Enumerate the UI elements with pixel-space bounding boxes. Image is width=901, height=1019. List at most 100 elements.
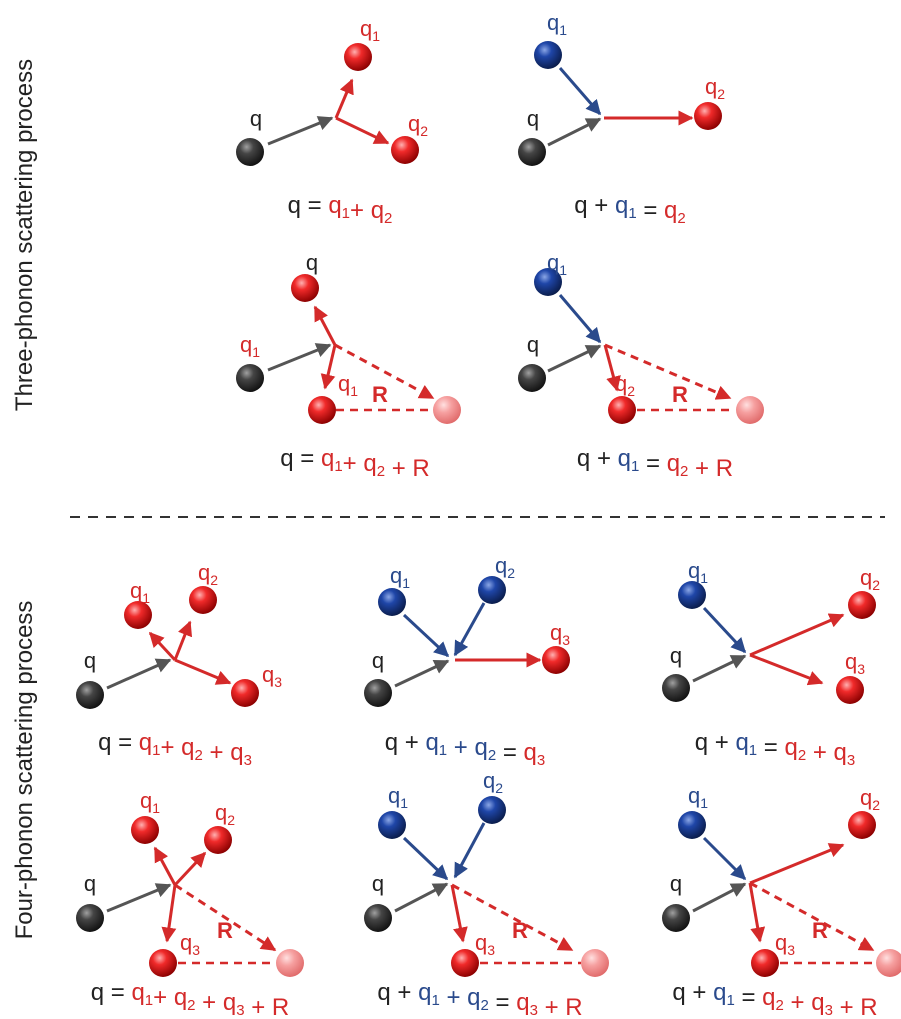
phonon bbox=[662, 904, 690, 932]
text-part: q bbox=[845, 649, 857, 674]
subscript: 2 bbox=[495, 780, 503, 796]
text-part: + q bbox=[350, 197, 384, 224]
subscript: 2 bbox=[680, 463, 688, 480]
phonon-label: q1 bbox=[547, 250, 567, 278]
text-part: q bbox=[547, 250, 559, 275]
equation: q + q1 = q2 + R bbox=[577, 445, 733, 482]
text-part: + q bbox=[343, 450, 377, 477]
phonon-label: R bbox=[672, 382, 688, 407]
subscript: 2 bbox=[776, 997, 784, 1014]
phonon-label: q1 bbox=[688, 558, 708, 586]
text-part: q bbox=[860, 565, 872, 590]
arrow bbox=[693, 656, 745, 681]
text-part: = bbox=[757, 734, 784, 761]
text-part: q bbox=[775, 930, 787, 955]
text-part: q + bbox=[574, 192, 615, 219]
phonon-label: q3 bbox=[845, 649, 865, 677]
phonon-label: q1 bbox=[130, 578, 150, 606]
subscript: 3 bbox=[562, 632, 570, 648]
arrow bbox=[750, 883, 760, 941]
text-part: q bbox=[372, 871, 384, 896]
phonon-label: q1 bbox=[140, 788, 160, 816]
phonon-label: q3 bbox=[775, 930, 795, 958]
phonon bbox=[236, 364, 264, 392]
text-part: q bbox=[215, 800, 227, 825]
arrow bbox=[107, 885, 170, 911]
phonon bbox=[344, 43, 372, 71]
arrow bbox=[560, 68, 600, 114]
text-part: q bbox=[670, 643, 682, 668]
subscript: 2 bbox=[872, 797, 880, 813]
phonon-label: q1 bbox=[338, 371, 358, 399]
phonon bbox=[378, 811, 406, 839]
phonon-label: q2 bbox=[860, 565, 880, 593]
arrow bbox=[325, 345, 335, 388]
equation: q = q1+ q2 bbox=[288, 192, 393, 227]
phonon bbox=[364, 904, 392, 932]
subscript: 3 bbox=[825, 1002, 833, 1019]
subscript: 1 bbox=[431, 992, 439, 1009]
text-part: q bbox=[372, 648, 384, 673]
phonon-label: R bbox=[217, 918, 233, 943]
phonon bbox=[836, 676, 864, 704]
arrow bbox=[395, 884, 447, 911]
arrow bbox=[150, 633, 175, 660]
text-part: q bbox=[516, 989, 529, 1016]
phonon bbox=[149, 949, 177, 977]
subscript: 1 bbox=[700, 795, 708, 811]
phonon bbox=[204, 826, 232, 854]
phonon-label: R bbox=[812, 918, 828, 943]
text-part: q bbox=[667, 450, 680, 477]
side-title: Four-phonon scattering process bbox=[11, 601, 38, 940]
phonon bbox=[131, 816, 159, 844]
phonon-label: q bbox=[372, 648, 384, 673]
subscript: 1 bbox=[439, 742, 447, 759]
arrow bbox=[704, 608, 745, 652]
subscript: 3 bbox=[274, 674, 282, 690]
text-part: q = bbox=[280, 445, 321, 472]
phonon-label: q2 bbox=[495, 553, 515, 581]
subscript: 2 bbox=[210, 572, 218, 588]
subscript: 1 bbox=[631, 458, 639, 475]
subscript: 1 bbox=[142, 590, 150, 606]
subscript: 2 bbox=[195, 747, 203, 764]
phonon-label: q2 bbox=[198, 560, 218, 588]
phonon bbox=[231, 679, 259, 707]
text-part: R bbox=[672, 382, 688, 407]
subscript: 1 bbox=[400, 795, 408, 811]
subscript: 2 bbox=[798, 747, 806, 764]
text-part: q bbox=[250, 106, 262, 131]
phonon-label: q2 bbox=[483, 768, 503, 796]
phonon bbox=[694, 102, 722, 130]
subscript: 1 bbox=[700, 570, 708, 586]
subscript: 1 bbox=[152, 742, 160, 759]
phonon bbox=[76, 904, 104, 932]
text-part: R bbox=[812, 918, 828, 943]
text-part: q + bbox=[577, 445, 618, 472]
text-part: q bbox=[527, 332, 539, 357]
phonon-label: q bbox=[250, 106, 262, 131]
phonon-label: R bbox=[372, 382, 388, 407]
phonon-label: q1 bbox=[388, 783, 408, 811]
phonon bbox=[608, 396, 636, 424]
subscript: 2 bbox=[507, 565, 515, 581]
text-part: + R bbox=[538, 994, 583, 1019]
arrow bbox=[455, 823, 484, 877]
subscript: 2 bbox=[377, 463, 385, 480]
phonon bbox=[478, 796, 506, 824]
text-part: q + bbox=[385, 729, 426, 756]
phonon bbox=[189, 586, 217, 614]
arrow bbox=[175, 853, 205, 885]
phonon-label: q2 bbox=[215, 800, 235, 828]
phonon-label: q bbox=[670, 871, 682, 896]
text-part: q bbox=[688, 783, 700, 808]
side-title: Three-phonon scattering process bbox=[11, 59, 38, 411]
phonon-label: q1 bbox=[547, 10, 567, 38]
arrow bbox=[750, 615, 843, 655]
text-part: q bbox=[547, 10, 559, 35]
subscript: 2 bbox=[227, 812, 235, 828]
text-part: q bbox=[618, 445, 631, 472]
subscript: 2 bbox=[187, 997, 195, 1014]
text-part: + R bbox=[245, 994, 290, 1019]
phonon-label: q3 bbox=[262, 662, 282, 690]
